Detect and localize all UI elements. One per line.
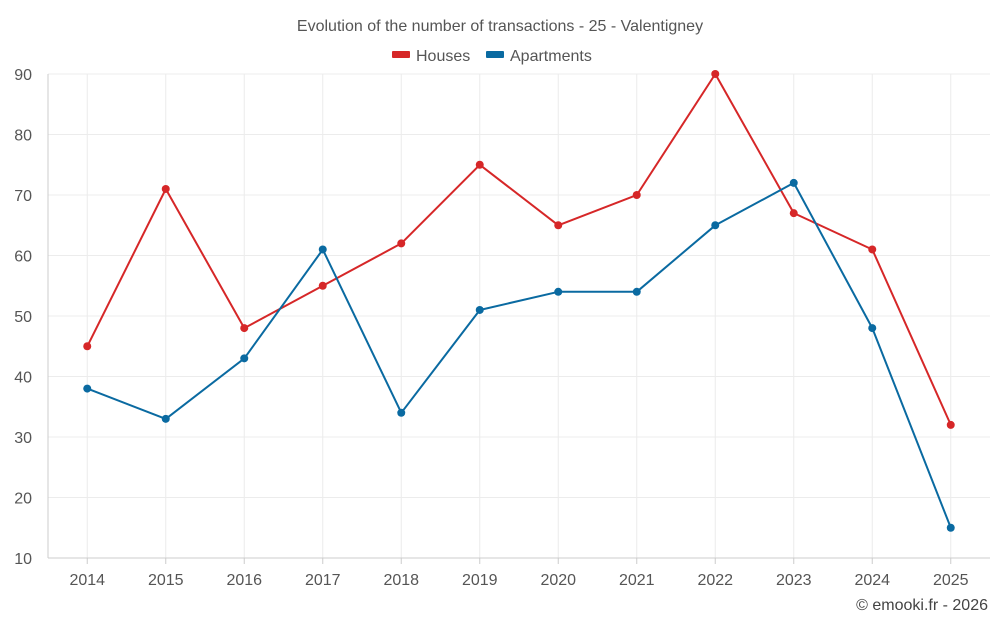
data-point-apartments xyxy=(161,414,170,423)
y-tick-label: 30 xyxy=(14,430,32,447)
x-tick-label: 2021 xyxy=(619,572,655,589)
axes: 10 20 30 40 50 60 70 80 90 2014 2015 2016 2017 2018 20… xyxy=(14,67,990,589)
data-point-apartments xyxy=(397,408,406,417)
data-point-apartments xyxy=(868,324,877,333)
grid xyxy=(48,73,990,558)
legend-item-apartments: Apartments xyxy=(486,48,592,65)
data-point-houses xyxy=(240,324,249,333)
y-tick-label: 70 xyxy=(14,188,32,205)
data-point-apartments xyxy=(789,178,798,187)
data-point-apartments xyxy=(83,384,92,393)
legend-swatch xyxy=(486,51,504,58)
series-houses xyxy=(83,70,955,429)
credit-text: © emooki.fr - 2026 xyxy=(856,597,988,614)
data-point-apartments xyxy=(240,354,249,363)
y-tick-label: 20 xyxy=(14,491,32,508)
legend-swatch xyxy=(392,51,410,58)
legend-item-houses: Houses xyxy=(392,48,470,65)
data-point-houses xyxy=(946,420,955,429)
data-point-houses xyxy=(161,184,170,193)
data-point-houses xyxy=(554,221,563,230)
data-point-houses xyxy=(632,191,641,199)
data-point-apartments xyxy=(946,523,955,532)
series xyxy=(83,70,955,532)
data-point-houses xyxy=(475,160,484,169)
data-point-houses xyxy=(397,239,406,248)
data-point-apartments xyxy=(475,305,484,314)
series-apartments xyxy=(83,178,955,532)
data-point-houses xyxy=(318,281,327,290)
data-point-apartments xyxy=(632,287,641,296)
x-tick-label: 2025 xyxy=(933,572,969,589)
data-point-apartments xyxy=(554,287,563,296)
x-tick-label: 2015 xyxy=(148,572,184,589)
legend: Houses Apartments xyxy=(392,48,592,65)
data-point-apartments xyxy=(711,221,720,230)
x-tick-label: 2016 xyxy=(226,572,262,589)
y-tick-label: 50 xyxy=(14,309,32,326)
legend-label: Houses xyxy=(416,48,470,65)
y-tick-label: 90 xyxy=(14,67,32,84)
data-point-houses xyxy=(868,245,877,254)
y-tick-label: 80 xyxy=(14,128,32,145)
data-point-houses xyxy=(83,342,92,351)
legend-label: Apartments xyxy=(510,48,592,65)
x-tick-label: 2020 xyxy=(540,572,576,589)
y-tick-label: 40 xyxy=(14,370,32,387)
x-tick-label: 2018 xyxy=(383,572,419,589)
data-point-apartments xyxy=(318,245,327,254)
series-line-apartments xyxy=(86,181,952,529)
y-tick-label: 10 xyxy=(14,551,32,568)
x-tick-label: 2023 xyxy=(776,572,812,589)
x-tick-label: 2014 xyxy=(69,572,105,589)
y-tick-label: 60 xyxy=(14,249,32,266)
series-line-houses xyxy=(86,73,952,426)
x-tick-label: 2019 xyxy=(462,572,498,589)
data-point-houses xyxy=(789,209,798,218)
x-tick-label: 2024 xyxy=(854,572,890,589)
chart-title: Evolution of the number of transactions … xyxy=(297,18,703,35)
data-point-houses xyxy=(711,70,720,78)
x-tick-label: 2022 xyxy=(697,572,733,589)
x-tick-label: 2017 xyxy=(305,572,341,589)
